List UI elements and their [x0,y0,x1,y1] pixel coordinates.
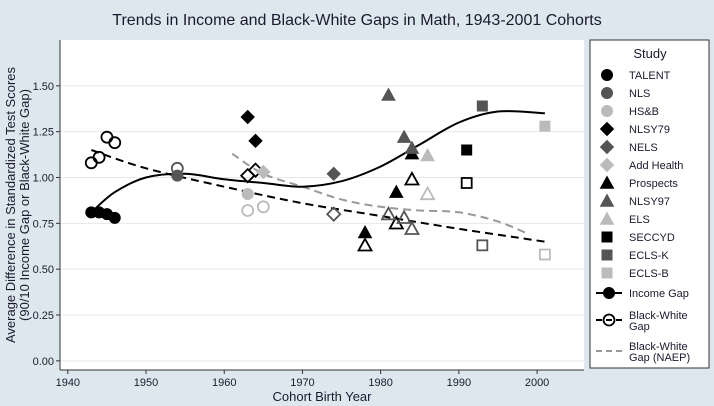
nlsy97-income-point [404,140,420,154]
legend-label-hs-b: HS&B [629,106,659,118]
legend-marker-ecls-b [601,267,613,279]
legend-label-seccyd: SECCYD [629,232,675,244]
nels-income-point [326,166,341,182]
legend-marker-nlsy97 [599,193,615,207]
legend-line-label-naep: Gap (NAEP) [629,352,690,364]
y-tick-label: 0.25 [33,310,54,322]
legend-label-add-health: Add Health [629,160,683,172]
prospects-bw-point [356,236,374,252]
x-tick-label: 1990 [447,377,471,389]
talent-bw-point [92,150,106,164]
legend-line-label-bw: Black-White [629,310,688,322]
legend: Study TALENT NLS HS&B NLSY79 NELS Add Health P… [589,39,710,369]
nlsy79-income-point [240,109,255,125]
legend-marker-prospects [599,175,615,189]
hs-b-bw-point [241,204,255,217]
legend-marker-ecls-k [601,249,613,261]
legend-marker-nlsy79 [599,121,615,137]
y-tick-label: 1.25 [33,127,54,139]
legend-marker-nls [601,87,613,99]
legend-label-talent: TALENT [629,70,671,82]
legend-marker-add-health [599,157,615,173]
ecls-k-income-point [476,100,488,112]
legend-marker-talent [601,69,613,81]
nlsy97-bw-point [403,220,420,235]
nls-bw-point [170,161,184,175]
ecls-b-bw-point [538,248,551,261]
nlsy97-income-point [396,129,412,143]
prospects-bw-point [403,170,420,186]
talent-income-point [108,211,121,224]
ecls-k-bw-point [476,239,489,252]
els-bw-point [419,185,436,201]
fit-lines [90,110,546,243]
legend-label-prospects: Prospects [629,178,678,190]
ecls-b-income-point [539,120,551,132]
x-tick-label: 1980 [368,377,392,389]
chart-title: Trends in Income and Black-White Gaps in… [112,12,601,29]
seccyd-income-point [461,144,473,156]
x-tick-label: 1970 [290,377,314,389]
nlsy97-bw-point [396,209,413,224]
seccyd-bw-point [460,177,473,189]
nlsy97-bw-point [380,205,397,221]
legend-label-nlsy79: NLSY79 [629,124,670,136]
nlsy97-income-point [381,87,396,101]
x-tick-label: 2000 [525,377,549,389]
nels-bw-point [325,206,342,222]
y-tick-label: 0.50 [33,264,54,276]
legend-marker-hs-b [601,105,613,117]
plot-area [60,40,584,370]
y-axis-label: Average Difference in Standardized Test … [3,66,32,343]
income-gap-fit-line [90,110,545,214]
legend-label-els: ELS [629,214,650,226]
legend-label-ecls-k: ECLS-K [629,250,669,262]
legend-label-nlsy97: NLSY97 [629,196,670,208]
y-tick-label: 1.50 [33,81,54,93]
legend-label-nels: NELS [629,142,658,154]
nlsy79-income-point [248,133,263,149]
y-axis-label-line: (90/10 Income Gap or Black-White Gap) [17,89,32,321]
els-income-point [420,147,435,162]
prospects-income-point [388,184,404,198]
legend-title: Study [633,46,667,61]
add-health-income-point [256,164,271,180]
legend-label-nls: NLS [629,88,650,100]
naep-gap-fit-line [231,152,530,236]
y-axis-label-line: Average Difference in Standardized Test … [3,66,18,343]
legend-line-label-income: Income Gap [629,288,689,300]
legend-line-marker-bw [602,313,616,327]
hs-b-bw-point [256,200,270,214]
hs-b-income-point [241,188,254,200]
legend-line-label-naep: Black-White [629,341,688,353]
axes: 0.00 0.25 0.50 0.75 1.00 1.25 1.50 1940 1950 1960… [33,40,584,389]
legend-marker-nels [599,139,615,155]
y-tick-label: 0.75 [33,218,54,230]
x-axis-label: Cohort Birth Year [272,389,372,404]
legend-marker-seccyd [601,231,613,243]
nlsy79-bw-point [247,162,264,178]
x-tick-label: 1950 [134,377,158,389]
y-tick-label: 1.00 [33,173,54,185]
data-points [84,87,551,261]
legend-line-label-bw: Gap [629,321,650,333]
x-tick-label: 1960 [212,377,236,389]
x-tick-label: 1940 [56,377,80,389]
talent-bw-point [108,136,122,150]
legend-marker-els [599,211,615,225]
y-tick-label: 0.00 [33,356,54,368]
legend-label-ecls-b: ECLS-B [629,268,669,280]
black-white-gap-fit-line [90,149,546,243]
legend-line-marker-income [603,287,615,299]
